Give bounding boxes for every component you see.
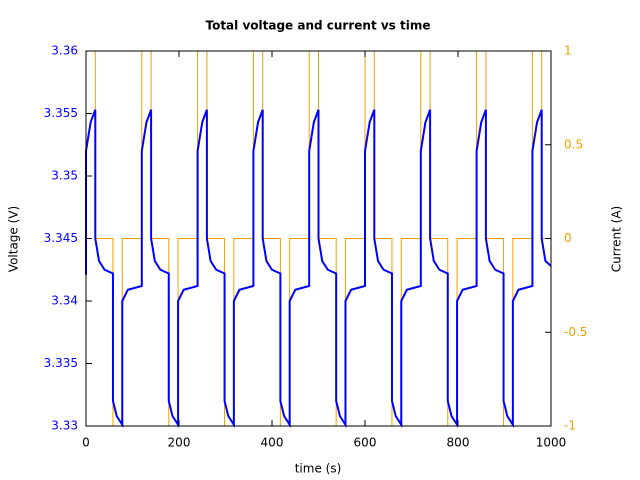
y2-tick-label: -1: [564, 419, 576, 433]
x-tick-label: 1000: [536, 436, 567, 450]
y-tick-label: 3.355: [44, 106, 78, 120]
x-tick-label: 200: [168, 436, 191, 450]
y2-tick-label: 0: [564, 231, 572, 245]
y-tick-label: 3.335: [44, 356, 78, 370]
x-tick-label: 600: [354, 436, 377, 450]
x-tick-label: 0: [82, 436, 90, 450]
x-axis-label: time (s): [295, 462, 342, 476]
x-tick-label: 800: [447, 436, 470, 450]
chart-title: Total voltage and current vs time: [205, 19, 430, 33]
y2-tick-label: 0.5: [564, 137, 583, 151]
y-tick-label: 3.35: [51, 169, 78, 183]
y-tick-label: 3.33: [51, 419, 78, 433]
x-tick-label: 400: [261, 436, 284, 450]
y2-tick-label: 1: [564, 44, 572, 58]
y-tick-label: 3.36: [51, 44, 78, 58]
y-tick-label: 3.34: [51, 294, 78, 308]
y2-tick-label: -0.5: [564, 325, 587, 339]
series-line: [85, 109, 552, 429]
y2-axis-label: Current (A): [610, 206, 624, 272]
y-tick-label: 3.345: [44, 231, 78, 245]
y-axis-label: Voltage (V): [7, 206, 21, 272]
